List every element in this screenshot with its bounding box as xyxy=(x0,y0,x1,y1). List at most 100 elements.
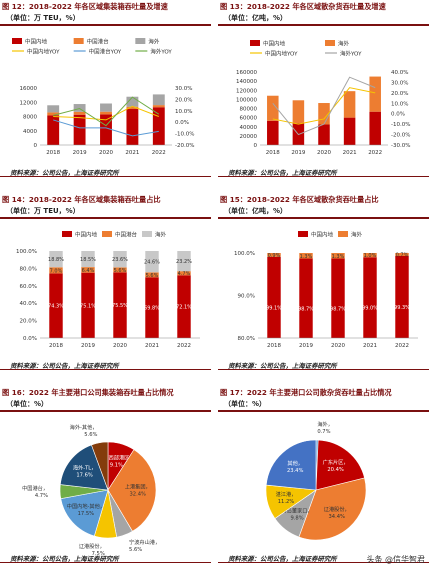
slice-value: 7.5% xyxy=(92,551,105,557)
figure-unit: （单位：%） xyxy=(224,400,267,408)
figure-unit: （单位：%） xyxy=(6,400,49,408)
legend-label: 海外YOY xyxy=(150,48,172,56)
data-label: 23.2% xyxy=(176,259,192,265)
watermark: 头条 @信华智君 xyxy=(366,555,425,564)
slice-value: 20.4% xyxy=(327,467,344,473)
x-tick-label: 2020 xyxy=(99,150,113,156)
y-tick-label: 80000 xyxy=(240,107,258,113)
pie-chart-16: 深圳西部港区，9.1%上港集团，32.4%宁波舟山港，5.6%辽港股份，7.5%… xyxy=(22,423,160,557)
source-note: 资料来源：公司公告，上海证券研究所 xyxy=(228,362,337,370)
data-label: 1.3% xyxy=(300,254,313,260)
bar-segment xyxy=(145,277,159,338)
legend-swatch xyxy=(298,231,308,237)
slice-label: 上港集团， xyxy=(125,483,151,491)
pie-slice xyxy=(265,439,317,491)
bar-segment xyxy=(292,100,305,124)
y2-tick-label: -30.0% xyxy=(391,143,410,149)
bar-segment xyxy=(152,105,165,108)
x-tick-label: 2022 xyxy=(152,150,166,156)
bottom-rule xyxy=(218,562,429,563)
data-label: 99.3% xyxy=(394,305,410,311)
pie-slice xyxy=(91,441,109,491)
bar-segment xyxy=(81,251,95,268)
y-tick-label: 20000 xyxy=(240,134,258,140)
legend-swatch xyxy=(325,40,335,46)
figure-13-panel: 图 13：2018-2022 年各区域散杂货吞吐量及增速 （单位：亿吨，%） 中… xyxy=(218,0,429,184)
data-label: 69.8% xyxy=(144,306,160,312)
x-tick-label: 2022 xyxy=(177,343,191,349)
source-note: 资料来源：公司公告，上海证券研究所 xyxy=(10,362,119,370)
data-label: 99.1% xyxy=(266,305,282,311)
bar-segment xyxy=(299,258,313,338)
legend-label: 中国内地 xyxy=(263,40,286,48)
y-tick-label: 100.0% xyxy=(16,249,37,255)
pie-slice xyxy=(107,449,157,532)
yoy-line xyxy=(53,96,160,127)
legend-label: 中国内地YOY xyxy=(265,50,298,58)
bar-segment xyxy=(81,272,95,338)
y2-tick-label: 0.0% xyxy=(391,112,405,118)
top-rule xyxy=(0,24,211,26)
bar-segment xyxy=(81,267,95,273)
data-label: 98.7% xyxy=(298,306,314,312)
slice-label: 深圳西部港区， xyxy=(98,453,134,461)
y2-tick-label: 30.0% xyxy=(175,86,192,92)
data-label: 23.6% xyxy=(112,257,128,263)
yoy-line xyxy=(272,76,376,136)
data-label: 5.6% xyxy=(146,273,159,279)
x-tick-label: 2022 xyxy=(368,150,382,156)
legend-label: 中国港台 xyxy=(115,231,138,239)
legend-label: 海外 xyxy=(155,231,167,239)
y-tick-label: 160000 xyxy=(236,70,257,76)
slice-value: 11.2% xyxy=(278,499,295,505)
y-tick-label: 40000 xyxy=(240,125,258,131)
slice-value: 32.4% xyxy=(130,492,147,498)
top-rule xyxy=(0,410,211,412)
slice-value: 23.4% xyxy=(287,468,304,474)
figure-title: 图 15：2018-2022 年各区域散杂货吞吐量占比 xyxy=(220,195,379,204)
y2-tick-label: -10.0% xyxy=(391,122,410,128)
source-note: 资料来源：公司公告，上海证券研究所 xyxy=(228,169,337,177)
data-label: 0.7% xyxy=(396,252,409,258)
bar-segment xyxy=(299,253,313,259)
stacked-chart-15: 中国内地 海外 80.0% 90.0% 100.0% 99.1% 0.9% 2018 98.7%… xyxy=(234,231,418,349)
bar-segment xyxy=(100,103,112,112)
legend-swatch xyxy=(135,38,146,44)
y-tick-label: 12000 xyxy=(20,100,38,106)
y2-tick-label: 20.0% xyxy=(391,91,408,97)
figure-unit: （单位：亿吨，%） xyxy=(224,207,288,215)
x-tick-label: 2018 xyxy=(49,343,63,349)
data-label: 74.3% xyxy=(48,304,64,310)
legend-label: 海外YOY xyxy=(340,50,362,58)
legend-label: 中国内地 xyxy=(311,231,334,239)
y-tick-label: 0 xyxy=(34,143,38,149)
y-tick-label: 8000 xyxy=(23,115,37,121)
y2-tick-label: 40.0% xyxy=(391,70,408,76)
y2-tick-label: 30.0% xyxy=(391,80,408,86)
figure-title: 图 16：2022 年主要港口公司集装箱吞吐量占比情况 xyxy=(2,388,174,397)
legend-swatch xyxy=(142,231,152,237)
x-tick-label: 2021 xyxy=(343,150,357,156)
bar-segment xyxy=(47,105,60,113)
y2-tick-label: -20.0% xyxy=(175,143,194,149)
y2-tick-label: 20.0% xyxy=(175,97,192,103)
y-tick-label: 60000 xyxy=(240,116,258,122)
slice-label: 广东片区， xyxy=(323,458,349,466)
bar-segment xyxy=(126,96,139,107)
slice-value: 0.7% xyxy=(317,429,330,435)
y2-tick-label: 10.0% xyxy=(391,101,408,107)
data-label: 18.8% xyxy=(48,257,64,263)
y2-tick-label: -20.0% xyxy=(391,133,410,139)
slice-value: 17.6% xyxy=(76,473,93,479)
x-tick-label: 2020 xyxy=(331,343,345,349)
figure-title: 图 14：2018-2022 年各区域集装箱吞吐量占比 xyxy=(2,195,161,204)
bar-segment xyxy=(331,253,345,259)
slice-label: 海外-其他， xyxy=(70,423,98,431)
x-tick-label: 2019 xyxy=(81,343,95,349)
figure-16-panel: 图 16：2022 年主要港口公司集装箱吞吐量占比情况 （单位：%） 深圳西部港… xyxy=(0,386,211,570)
bar-segment xyxy=(343,117,356,145)
bar-segment xyxy=(267,253,281,257)
yoy-line xyxy=(53,105,159,121)
bar-segment xyxy=(395,253,409,256)
